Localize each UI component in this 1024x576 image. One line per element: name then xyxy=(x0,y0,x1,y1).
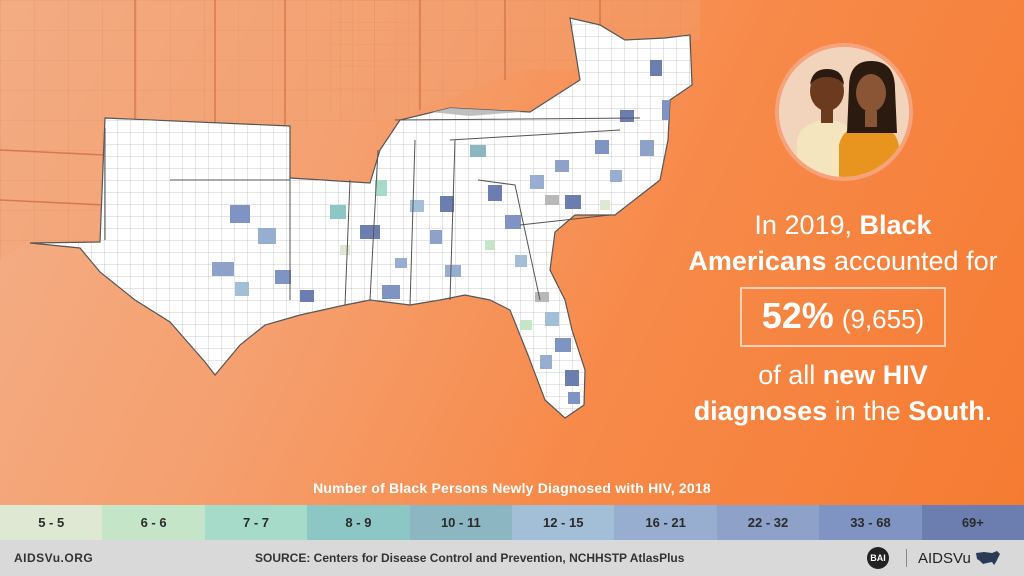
legend-bin: 16 - 21 xyxy=(614,505,717,540)
legend-bin: 6 - 6 xyxy=(102,505,205,540)
headline-text: in the xyxy=(827,396,909,426)
legend-bin: 7 - 7 xyxy=(204,505,308,540)
headline-bold-text: Black xyxy=(859,210,932,240)
headline-bold-text: Americans xyxy=(688,246,827,276)
us-map-icon xyxy=(976,551,1000,565)
footer-site-link[interactable]: AIDSVu.ORG xyxy=(14,551,94,565)
footer: AIDSVu.ORG SOURCE: Centers for Disease C… xyxy=(0,540,1024,576)
headline-line-2: Americans accounted for xyxy=(668,243,1018,279)
headline-bold-text: South xyxy=(908,396,985,426)
legend-bin: 5 - 5 xyxy=(0,505,103,540)
two-people-illustration-icon xyxy=(775,43,913,181)
legend-bin: 33 - 68 xyxy=(819,505,922,540)
headline-line-1: In 2019, Black xyxy=(668,207,1018,243)
headline-line-4: diagnoses in the South. xyxy=(668,393,1018,429)
headline-text: In 2019, xyxy=(754,210,860,240)
headline-text: accounted for xyxy=(826,246,998,276)
headline: In 2019, Black Americans accounted for 5… xyxy=(668,207,1018,429)
footer-divider xyxy=(906,549,907,567)
source-text: SOURCE: Centers for Disease Control and … xyxy=(255,551,685,565)
headline-line-3: of all new HIV xyxy=(668,357,1018,393)
legend-bin: 22 - 32 xyxy=(716,505,820,540)
stat-count: (9,655) xyxy=(841,304,925,334)
legend-bin: 12 - 15 xyxy=(512,505,615,540)
legend-bin: 8 - 9 xyxy=(307,505,410,540)
headline-text: . xyxy=(984,396,993,426)
headline-bold-text: diagnoses xyxy=(693,396,828,426)
legend-bin: 69+ xyxy=(921,505,1024,540)
legend-bin: 10 - 11 xyxy=(409,505,513,540)
headline-text: of all xyxy=(758,360,823,390)
bai-logo: BAI xyxy=(867,547,889,569)
aidsvu-logo: AIDSVu xyxy=(918,549,971,567)
stat-percent: 52% xyxy=(761,295,834,336)
headline-bold-text: new HIV xyxy=(822,360,928,390)
legend-title: Number of Black Persons Newly Diagnosed … xyxy=(313,480,711,496)
stat-box: 52% (9,655) xyxy=(739,287,947,347)
